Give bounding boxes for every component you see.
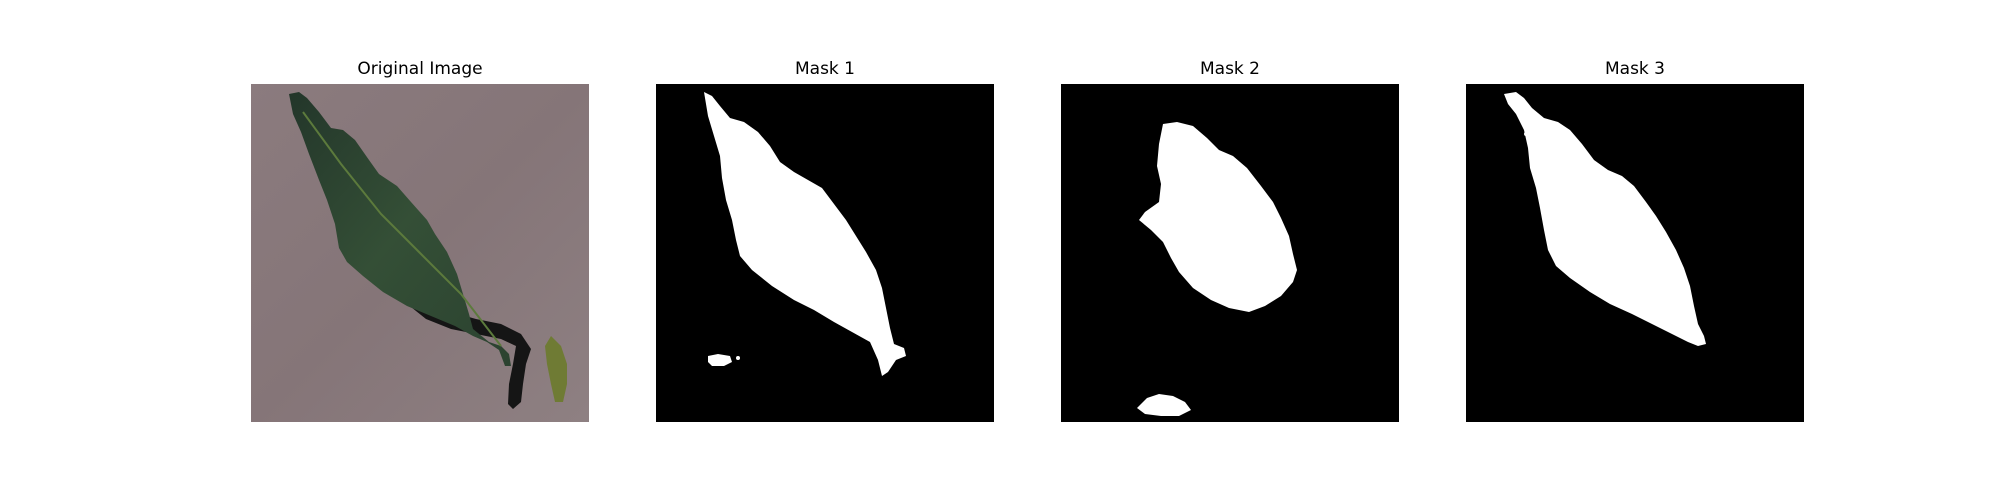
leaf	[289, 92, 511, 366]
panel-title: Original Image	[357, 59, 483, 79]
mask-speck	[1524, 132, 1528, 136]
panel-title: Mask 1	[794, 59, 855, 79]
mask-2-image	[1061, 84, 1399, 422]
leaf-vein	[302, 111, 502, 347]
original-image	[251, 84, 589, 422]
mask-blob-small	[1137, 394, 1191, 416]
leaf-mask-region	[704, 92, 906, 376]
leaf-mask-region	[1504, 92, 1706, 346]
mask-speck	[736, 356, 740, 360]
leaf-stem	[545, 336, 567, 402]
panel-title: Mask 2	[1199, 59, 1260, 79]
mask-1-image	[656, 84, 994, 422]
panel-title: Mask 3	[1604, 59, 1665, 79]
leaf-mask-region	[1139, 122, 1297, 312]
mask-3-image	[1466, 84, 1804, 422]
mask-blob-small	[708, 354, 732, 366]
